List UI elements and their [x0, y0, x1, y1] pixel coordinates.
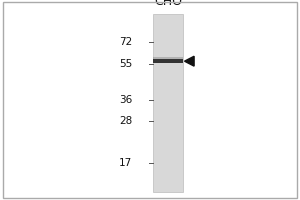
- Text: 17: 17: [119, 158, 132, 168]
- Text: CHO: CHO: [154, 0, 182, 8]
- Bar: [153, 57, 183, 59]
- Text: 55: 55: [119, 59, 132, 69]
- Text: 36: 36: [119, 95, 132, 105]
- Bar: [153, 14, 183, 192]
- Text: 72: 72: [119, 37, 132, 47]
- Bar: [153, 59, 183, 63]
- Polygon shape: [184, 56, 194, 66]
- Text: 28: 28: [119, 116, 132, 126]
